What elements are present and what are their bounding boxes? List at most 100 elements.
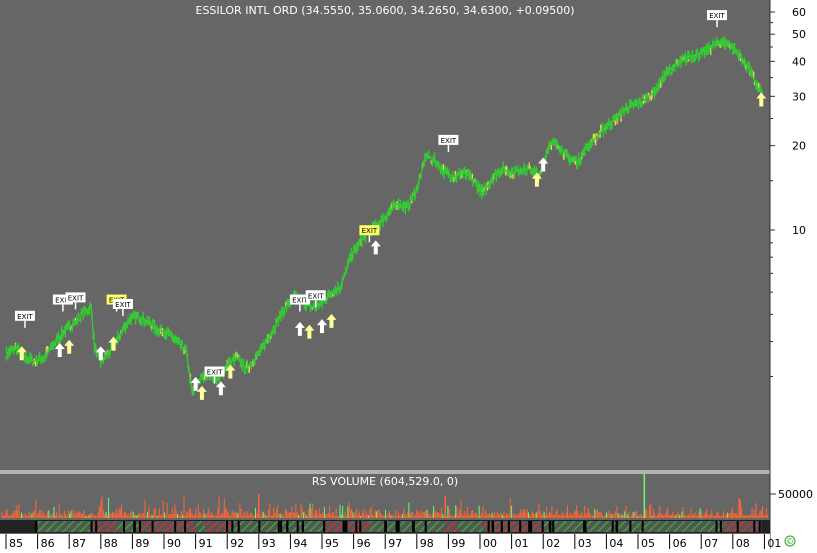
x-tick-label: 07	[704, 537, 718, 549]
hatch-tick	[736, 521, 739, 532]
hatch-tick	[424, 521, 427, 532]
buy-arrow-icon	[16, 346, 27, 361]
exit-box	[438, 134, 459, 145]
exit-box	[65, 292, 86, 303]
hatch-segment	[543, 521, 724, 532]
hatch-tick	[139, 521, 141, 532]
hatch-tick	[552, 521, 555, 532]
x-tick-label: 05	[641, 537, 655, 549]
buy-arrow-icon	[225, 364, 236, 379]
y-tick-label: 40	[792, 55, 806, 68]
hatch-segment	[723, 521, 762, 532]
hatch-tick	[226, 521, 228, 532]
volume-title: RS VOLUME (604,529.0, 0)	[312, 475, 458, 488]
x-tick-label: 06	[673, 537, 687, 549]
hatch-segment	[483, 521, 544, 532]
x-tick-label: 91	[199, 537, 213, 549]
volume-tick-label: 50000	[778, 488, 813, 501]
x-tick-label: 95	[325, 537, 339, 549]
exit-text: EXIT	[709, 12, 725, 20]
hatch-tick	[231, 521, 234, 532]
right-axis-panel	[770, 0, 817, 549]
y-tick-label: 50	[792, 28, 806, 41]
hatch-tick	[345, 521, 347, 532]
hatch-tick	[616, 521, 619, 532]
x-tick-label: 01	[767, 537, 781, 549]
hatch-segment	[116, 521, 139, 532]
exit-text: EXIT	[362, 227, 378, 235]
hatch-tick	[355, 521, 358, 532]
y-tick-label: 10	[792, 224, 806, 237]
exit-label: EXIT	[204, 366, 225, 384]
hatch-tick	[715, 521, 718, 532]
hatch-tick	[528, 521, 531, 532]
x-tick-label: 01	[515, 537, 529, 549]
hatch-tick	[611, 521, 614, 532]
x-tick-label: 03	[578, 537, 592, 549]
exit-label: EXIT	[707, 10, 728, 28]
hatch-tick	[397, 521, 400, 532]
buy-arrow-icon	[756, 92, 767, 107]
x-tick-label: 85	[9, 537, 23, 549]
x-tick-label: 08	[736, 537, 750, 549]
hatch-tick	[237, 521, 240, 532]
hatch-segment	[457, 521, 484, 532]
y-tick-label: 30	[792, 90, 806, 103]
x-tick-label: 90	[167, 537, 181, 549]
exit-text: EXIT	[115, 301, 131, 309]
exit-label: EXIT	[289, 294, 310, 312]
volume-bars-layer	[1, 474, 769, 518]
x-tick-label: 00	[483, 537, 497, 549]
y-tick-label: 60	[792, 6, 806, 19]
hatch-tick	[541, 521, 544, 532]
x-tick-label: 96	[357, 537, 371, 549]
exit-text: EXIT	[68, 294, 84, 302]
exit-label: EXIT	[14, 310, 35, 328]
hatch-tick	[301, 521, 304, 532]
exit-box	[289, 294, 310, 305]
buy-arrow-icon	[95, 346, 106, 361]
exit-text: EXIT	[292, 297, 308, 305]
buy-arrow-icon	[538, 157, 549, 172]
x-tick-label: 86	[41, 537, 55, 549]
axis-layer: 10 20 30 40 50 60 50000 85 86 87 88 89 90 91 92 93 94 95 9…	[5, 6, 813, 550]
signal-marker-layer: EXITEXITEXITEXITEXITEXITEXITEXITEXITEXIT…	[14, 10, 767, 400]
hatch-tick	[500, 521, 503, 532]
exit-text: EXIT	[55, 297, 71, 305]
copyright-icon: ©	[784, 535, 796, 547]
buy-arrow-icon	[54, 342, 65, 357]
exit-box	[52, 294, 73, 305]
hatch-tick	[323, 521, 326, 532]
hatch-tick	[641, 521, 644, 532]
hatch-segment	[445, 521, 458, 532]
exit-label: EXIT	[305, 290, 326, 308]
hatch-tick	[286, 521, 289, 532]
exit-box	[707, 10, 728, 21]
exit-box	[14, 310, 35, 321]
hatch-tick	[34, 521, 37, 532]
x-tick-label: 94	[293, 537, 307, 549]
x-tick-label: 98	[420, 537, 434, 549]
hatch-segment	[369, 521, 446, 532]
exit-text: EXIT	[441, 137, 457, 145]
hatch-tick	[277, 521, 280, 532]
hatch-tick	[491, 521, 494, 532]
x-tick-label: 93	[262, 537, 276, 549]
hatch-tick	[184, 521, 187, 532]
hatch-tick	[629, 521, 632, 532]
signal-hatch-strip	[0, 520, 770, 533]
hatch-segment	[138, 521, 196, 532]
hatch-tick	[90, 521, 93, 532]
hatch-tick	[296, 521, 299, 532]
hatch-tick	[384, 521, 387, 532]
hatch-segment	[205, 521, 234, 532]
hatch-tick	[258, 521, 261, 532]
hatch-tick	[507, 521, 510, 532]
exit-label: EXIT	[52, 294, 73, 312]
exit-label: EXIT	[65, 292, 86, 310]
x-tick-label: 04	[609, 537, 623, 549]
hatch-tick	[487, 521, 490, 532]
x-tick-label: 87	[72, 537, 86, 549]
